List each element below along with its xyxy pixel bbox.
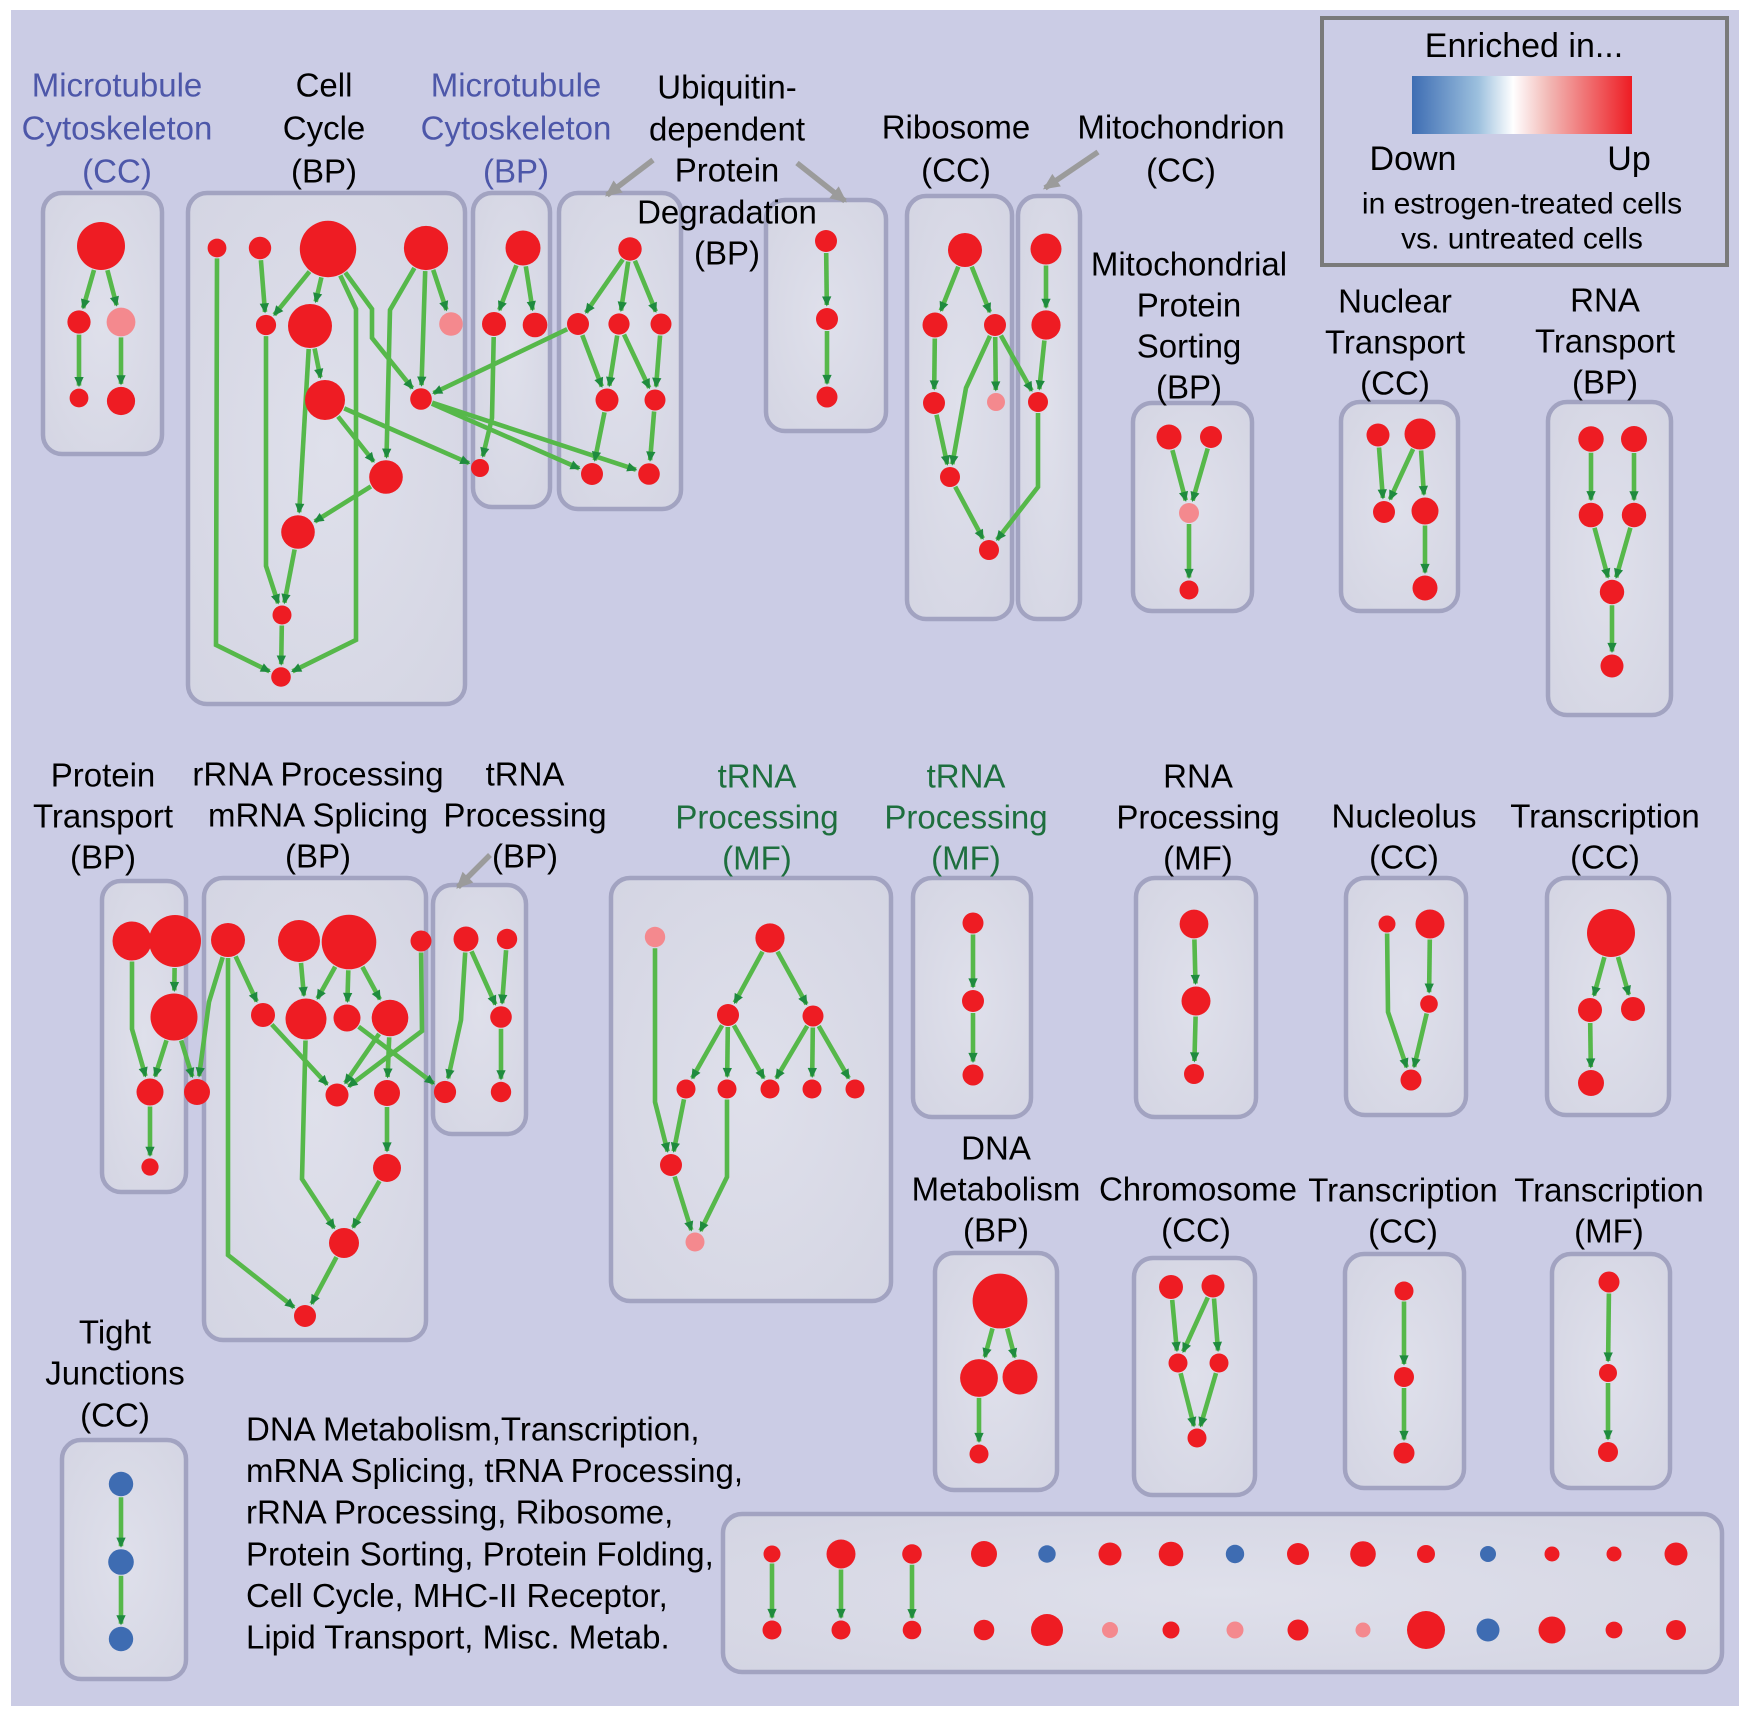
svg-text:tRNA: tRNA bbox=[486, 756, 565, 793]
svg-text:Transport: Transport bbox=[1535, 323, 1675, 360]
svg-text:(CC): (CC) bbox=[1146, 152, 1216, 189]
svg-text:(CC): (CC) bbox=[921, 152, 991, 189]
svg-text:(MF): (MF) bbox=[1574, 1213, 1644, 1250]
svg-text:Transcription: Transcription bbox=[1308, 1172, 1498, 1209]
svg-text:Cytoskeleton: Cytoskeleton bbox=[421, 110, 612, 147]
svg-text:(BP): (BP) bbox=[1572, 364, 1638, 401]
svg-text:Mitochondrion: Mitochondrion bbox=[1077, 109, 1284, 146]
svg-text:Mitochondrial: Mitochondrial bbox=[1091, 246, 1287, 283]
svg-text:Down: Down bbox=[1370, 140, 1457, 178]
svg-text:(BP): (BP) bbox=[963, 1212, 1029, 1249]
svg-text:(BP): (BP) bbox=[492, 838, 558, 875]
svg-text:(BP): (BP) bbox=[694, 235, 760, 272]
svg-text:(CC): (CC) bbox=[1570, 839, 1640, 876]
svg-text:Protein: Protein bbox=[1137, 287, 1242, 324]
svg-text:(MF): (MF) bbox=[931, 840, 1001, 877]
svg-text:Degradation: Degradation bbox=[637, 194, 817, 231]
svg-text:mRNA Splicing: mRNA Splicing bbox=[208, 797, 428, 834]
svg-text:Cell: Cell bbox=[296, 67, 353, 104]
svg-text:Lipid Transport, Misc. Metab.: Lipid Transport, Misc. Metab. bbox=[246, 1619, 670, 1656]
svg-text:Nucleolus: Nucleolus bbox=[1332, 798, 1477, 835]
svg-text:dependent: dependent bbox=[649, 111, 805, 148]
svg-text:Chromosome: Chromosome bbox=[1099, 1171, 1297, 1208]
svg-text:DNA Metabolism,Transcription,: DNA Metabolism,Transcription, bbox=[246, 1411, 700, 1448]
svg-text:(CC): (CC) bbox=[82, 153, 152, 190]
svg-text:(CC): (CC) bbox=[1368, 1213, 1438, 1250]
svg-text:Ribosome: Ribosome bbox=[882, 109, 1031, 146]
svg-text:Sorting: Sorting bbox=[1137, 328, 1242, 365]
svg-text:(BP): (BP) bbox=[70, 839, 136, 876]
svg-text:(MF): (MF) bbox=[1163, 840, 1233, 877]
svg-text:Cell Cycle, MHC-II Receptor,: Cell Cycle, MHC-II Receptor, bbox=[246, 1577, 668, 1614]
svg-text:mRNA Splicing, tRNA Processing: mRNA Splicing, tRNA Processing, bbox=[246, 1452, 743, 1489]
svg-text:(CC): (CC) bbox=[1161, 1212, 1231, 1249]
svg-text:tRNA: tRNA bbox=[927, 758, 1006, 795]
svg-text:DNA: DNA bbox=[961, 1130, 1031, 1167]
svg-text:(BP): (BP) bbox=[291, 153, 357, 190]
svg-text:(CC): (CC) bbox=[1360, 365, 1430, 402]
svg-text:Processing: Processing bbox=[1116, 799, 1279, 836]
svg-text:Protein: Protein bbox=[675, 152, 780, 189]
svg-text:Cycle: Cycle bbox=[283, 110, 366, 147]
svg-text:Microtubule: Microtubule bbox=[32, 67, 203, 104]
svg-text:(CC): (CC) bbox=[1369, 839, 1439, 876]
svg-text:Protein Sorting, Protein Foldi: Protein Sorting, Protein Folding, bbox=[246, 1535, 714, 1572]
svg-text:tRNA: tRNA bbox=[718, 758, 797, 795]
svg-text:Transcription: Transcription bbox=[1514, 1172, 1704, 1209]
svg-text:Transport: Transport bbox=[1325, 324, 1465, 361]
svg-text:Protein: Protein bbox=[51, 757, 156, 794]
svg-text:(CC): (CC) bbox=[80, 1397, 150, 1434]
svg-text:Processing: Processing bbox=[884, 799, 1047, 836]
svg-text:vs. untreated cells: vs. untreated cells bbox=[1401, 223, 1643, 256]
svg-text:Ubiquitin-: Ubiquitin- bbox=[657, 69, 796, 106]
svg-text:RNA: RNA bbox=[1163, 758, 1233, 795]
svg-text:rRNA Processing: rRNA Processing bbox=[192, 756, 443, 793]
svg-text:Enriched in...: Enriched in... bbox=[1425, 27, 1623, 65]
svg-text:Cytoskeleton: Cytoskeleton bbox=[22, 110, 213, 147]
svg-text:RNA: RNA bbox=[1570, 282, 1640, 319]
svg-text:Processing: Processing bbox=[675, 799, 838, 836]
svg-text:(BP): (BP) bbox=[483, 153, 549, 190]
svg-text:Tight: Tight bbox=[79, 1314, 151, 1351]
svg-text:in estrogen-treated cells: in estrogen-treated cells bbox=[1362, 188, 1682, 221]
svg-text:(BP): (BP) bbox=[285, 838, 351, 875]
svg-text:Metabolism: Metabolism bbox=[912, 1171, 1081, 1208]
svg-text:Up: Up bbox=[1607, 140, 1650, 178]
svg-text:(BP): (BP) bbox=[1156, 369, 1222, 406]
svg-text:Processing: Processing bbox=[443, 797, 606, 834]
svg-text:(MF): (MF) bbox=[722, 840, 792, 877]
svg-text:Nuclear: Nuclear bbox=[1338, 283, 1452, 320]
svg-text:rRNA Processing, Ribosome,: rRNA Processing, Ribosome, bbox=[246, 1494, 673, 1531]
svg-text:Junctions: Junctions bbox=[45, 1355, 184, 1392]
svg-text:Microtubule: Microtubule bbox=[431, 67, 602, 104]
svg-text:Transcription: Transcription bbox=[1510, 798, 1700, 835]
svg-text:Transport: Transport bbox=[33, 798, 173, 835]
